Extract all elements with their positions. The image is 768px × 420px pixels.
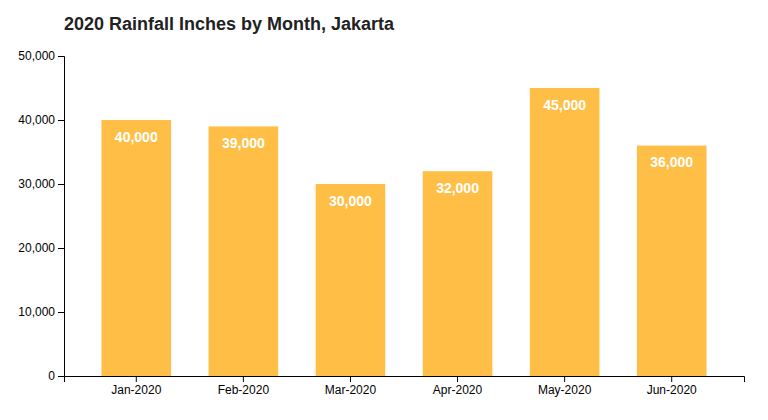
data-labels: 40,000 39,000 30,000 32,000 45,000 36,000 <box>115 97 693 209</box>
y-axis: 0 10,000 20,000 30,000 40,000 50,000 <box>18 49 64 383</box>
x-tick: Mar-2020 <box>325 376 377 397</box>
x-tick-label: Feb-2020 <box>218 383 270 397</box>
x-tick-mark <box>564 376 565 382</box>
bar <box>423 171 493 376</box>
y-tick-mark <box>58 184 64 185</box>
y-tick: 0 <box>48 369 64 383</box>
x-tick-mark <box>136 376 137 382</box>
y-tick-label: 20,000 <box>18 241 55 255</box>
x-tick-label: Jun-2020 <box>647 383 697 397</box>
x-tick: May-2020 <box>538 376 592 397</box>
y-tick-mark <box>58 120 64 121</box>
y-tick-label: 0 <box>48 369 55 383</box>
x-tick-label: May-2020 <box>538 383 592 397</box>
y-tick-mark <box>58 248 64 249</box>
x-axis: Jan-2020 Feb-2020 Mar-2020 Apr-2020 May-2020… <box>65 376 745 397</box>
x-tick: Jan-2020 <box>111 376 161 397</box>
x-tick-label: Mar-2020 <box>325 383 377 397</box>
x-tick: Apr-2020 <box>433 376 483 397</box>
data-label: 32,000 <box>436 180 479 196</box>
x-tick-mark <box>350 376 351 382</box>
x-tick-mark <box>243 376 244 382</box>
chart-title: 2020 Rainfall Inches by Month, Jakarta <box>64 14 395 34</box>
y-tick: 10,000 <box>18 305 64 319</box>
data-label: 45,000 <box>543 97 586 113</box>
bar <box>316 184 386 376</box>
x-axis-line <box>65 377 745 383</box>
data-label: 40,000 <box>115 129 158 145</box>
chart-container: 0 10,000 20,000 30,000 40,000 50,000 Jan-2020 F… <box>0 0 768 420</box>
y-axis-line <box>58 57 65 377</box>
y-tick-label: 50,000 <box>18 49 55 63</box>
y-tick-label: 40,000 <box>18 113 55 127</box>
y-tick-mark <box>58 376 64 377</box>
y-tick-label: 30,000 <box>18 177 55 191</box>
chart-svg: 0 10,000 20,000 30,000 40,000 50,000 Jan-2020 F… <box>0 0 768 420</box>
plot-area: 0 10,000 20,000 30,000 40,000 50,000 Jan-2020 F… <box>18 49 744 396</box>
y-tick: 50,000 <box>18 49 64 63</box>
y-tick: 40,000 <box>18 113 64 127</box>
x-tick-mark <box>671 376 672 382</box>
y-tick-label: 10,000 <box>18 305 55 319</box>
x-tick: Feb-2020 <box>218 376 270 397</box>
x-tick-label: Jan-2020 <box>111 383 161 397</box>
bar <box>209 126 279 376</box>
y-tick: 20,000 <box>18 241 64 255</box>
y-tick: 30,000 <box>18 177 64 191</box>
bars <box>101 88 706 376</box>
data-label: 39,000 <box>222 135 265 151</box>
x-tick-label: Apr-2020 <box>433 383 483 397</box>
x-tick-mark <box>457 376 458 382</box>
data-label: 36,000 <box>650 154 693 170</box>
y-tick-mark <box>58 56 64 57</box>
x-tick: Jun-2020 <box>647 376 697 397</box>
data-label: 30,000 <box>329 193 372 209</box>
y-tick-mark <box>58 312 64 313</box>
bar <box>101 120 171 376</box>
bar <box>637 146 707 376</box>
bar <box>530 88 600 376</box>
